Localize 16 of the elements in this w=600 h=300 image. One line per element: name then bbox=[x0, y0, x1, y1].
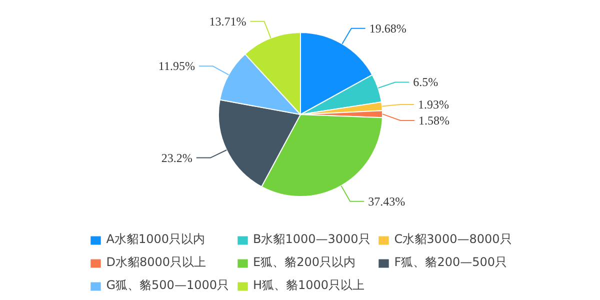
data-label: 6.5% bbox=[413, 75, 438, 90]
legend-label: A水貂1000只以内 bbox=[106, 231, 205, 248]
data-label: 1.93% bbox=[418, 97, 449, 112]
legend-label: C水貂3000—8000只 bbox=[394, 231, 512, 248]
legend-label: F狐、貉200—500只 bbox=[394, 254, 508, 271]
legend-label: D水貂8000只以上 bbox=[106, 254, 206, 271]
data-label: 11.95% bbox=[158, 59, 195, 74]
data-label: 23.2% bbox=[161, 150, 192, 165]
legend-label: E狐、貉200只以内 bbox=[252, 254, 356, 271]
data-label: 13.71% bbox=[209, 14, 246, 28]
data-label: 1.58% bbox=[418, 113, 450, 128]
legend-label: G狐、貉500—1000只 bbox=[106, 277, 229, 294]
legend-label: H狐、貉1000只以上 bbox=[252, 277, 365, 294]
legend-label: B水貂1000—3000只 bbox=[252, 231, 370, 248]
data-label: 37.43% bbox=[368, 194, 406, 208]
data-label: 19.68% bbox=[369, 21, 406, 36]
